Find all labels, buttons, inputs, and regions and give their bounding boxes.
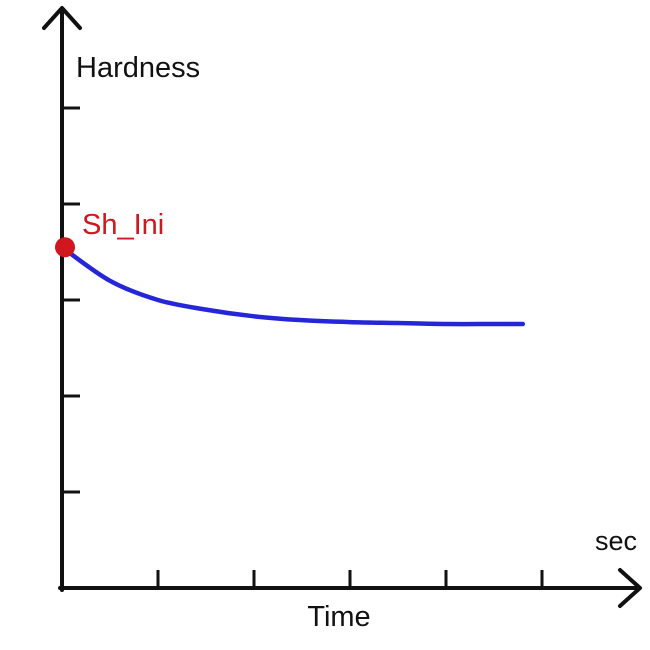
x-axis-unit-label: sec bbox=[595, 526, 637, 556]
y-axis-arrowhead bbox=[42, 6, 82, 30]
initial-point-marker bbox=[55, 237, 75, 258]
series-line-1 bbox=[59, 244, 526, 327]
annotations: Sh_Ini bbox=[55, 209, 164, 258]
annotation-label-1: Sh_Ini bbox=[82, 209, 164, 241]
series bbox=[59, 244, 526, 327]
axes bbox=[42, 6, 642, 608]
x-axis-arrowhead bbox=[618, 568, 642, 608]
y-axis-label: Hardness bbox=[76, 52, 200, 84]
ticks bbox=[62, 106, 544, 588]
x-axis-label: Time bbox=[307, 601, 370, 633]
